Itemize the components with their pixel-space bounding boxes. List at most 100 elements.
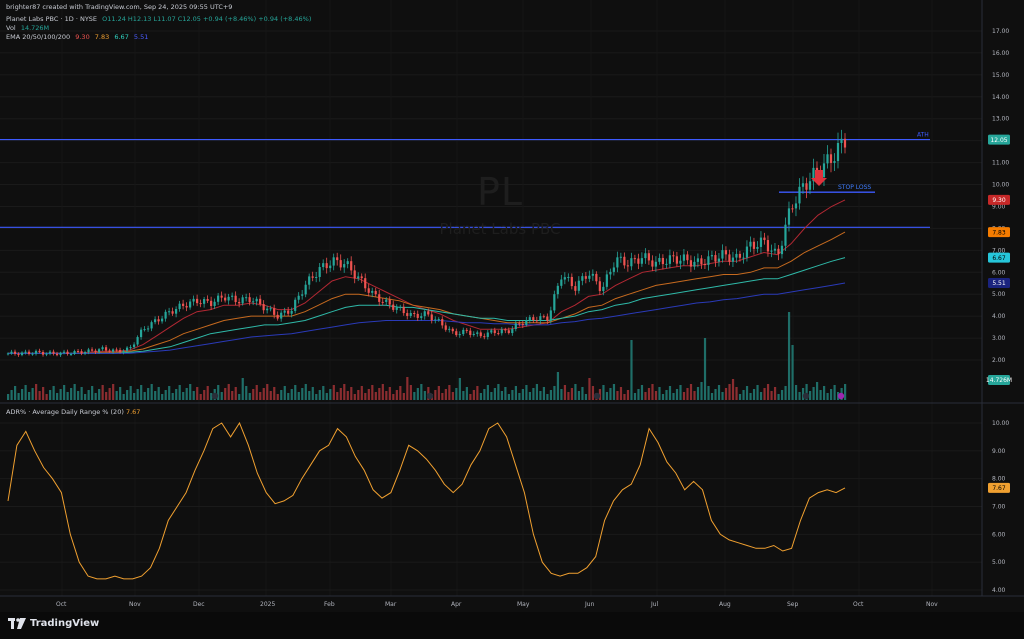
volume-bar xyxy=(696,387,700,400)
candle-body xyxy=(504,329,507,331)
volume-bar xyxy=(728,384,731,400)
candle-body xyxy=(567,276,570,278)
volume-bar xyxy=(637,389,640,400)
volume-bar xyxy=(406,377,409,400)
candle-body xyxy=(679,260,682,264)
candle-body xyxy=(539,316,542,321)
candle-body xyxy=(780,245,784,255)
candle-body xyxy=(248,297,251,303)
volume-bar xyxy=(154,391,157,400)
candle-body xyxy=(808,181,812,190)
candle-body xyxy=(479,332,482,337)
volume-bar xyxy=(59,389,62,400)
candle-body xyxy=(69,353,73,355)
candle-body xyxy=(304,284,307,295)
candle-body xyxy=(10,351,13,354)
adr-legend[interactable]: ADR% · Average Daily Range % (20) 7.67 xyxy=(6,408,140,416)
candle-body xyxy=(591,273,594,276)
candle-body xyxy=(542,316,545,318)
volume-bar xyxy=(192,391,195,400)
candle-body xyxy=(651,260,654,267)
volume-bar xyxy=(609,388,612,400)
volume-legend[interactable]: Vol 14.726M xyxy=(6,24,52,32)
volume-bar xyxy=(616,391,619,400)
candle-body xyxy=(514,323,517,330)
volume-bar xyxy=(521,389,525,400)
candle-body xyxy=(388,299,391,305)
volume-legend-value: 14.726M xyxy=(20,24,50,32)
volume-bar xyxy=(665,390,668,400)
adr-tag: 7.67 xyxy=(992,485,1006,492)
price-axis-label: 3.00 xyxy=(992,335,1006,342)
volume-bar xyxy=(115,391,118,400)
price-axis-label: 6.00 xyxy=(992,269,1006,276)
volume-bar xyxy=(490,392,493,400)
last-price-tag: 12.05 xyxy=(990,137,1007,144)
candle-body xyxy=(87,349,90,353)
volume-bar xyxy=(10,390,13,400)
candle-body xyxy=(777,248,780,255)
candle-body xyxy=(798,186,801,204)
volume-bar xyxy=(14,386,17,400)
candle-body xyxy=(196,298,199,304)
candle-body xyxy=(623,256,626,266)
candle-body xyxy=(115,349,118,351)
volume-bar xyxy=(441,393,444,400)
chart-canvas[interactable]: 17.0016.0015.0014.0013.0012.0011.0010.00… xyxy=(0,0,1024,612)
volume-bar xyxy=(602,385,605,400)
candle-body xyxy=(192,298,195,302)
volume-bar xyxy=(108,388,111,400)
volume-bar xyxy=(784,386,787,400)
candle-body xyxy=(160,318,164,322)
time-axis-label: Mar xyxy=(385,601,397,608)
candle-body xyxy=(553,294,556,311)
candle-body xyxy=(385,299,388,302)
candle-body xyxy=(822,163,826,178)
volume-bar xyxy=(819,390,822,400)
volume-bar xyxy=(24,385,27,400)
candle-body xyxy=(378,294,381,302)
adr-axis-label: 9.00 xyxy=(992,448,1006,455)
candle-body xyxy=(714,255,717,262)
tradingview-logo[interactable]: TradingView xyxy=(8,618,99,629)
candle-body xyxy=(245,297,248,299)
symbol-title[interactable]: Planet Labs PBC · 1D · NYSE xyxy=(6,15,98,23)
candle-body xyxy=(637,258,640,264)
volume-tag: 14.726M xyxy=(986,377,1012,384)
candle-body xyxy=(111,349,115,352)
candle-body xyxy=(283,310,286,313)
volume-bar xyxy=(346,391,349,400)
candle-body xyxy=(472,333,475,335)
volume-bar xyxy=(409,385,412,400)
volume-bar xyxy=(311,387,314,400)
candle-body xyxy=(259,298,262,305)
candle-body xyxy=(406,313,409,316)
price-tags: 12.05 9.30 7.83 6.67 5.51 14.726M 7.67 xyxy=(986,134,1012,493)
candle-body xyxy=(686,254,689,261)
red-arrow-icon xyxy=(811,170,827,186)
ema-legend[interactable]: EMA 20/50/100/200 9.30 7.83 6.67 5.51 xyxy=(6,33,151,41)
volume-bar xyxy=(497,384,500,400)
time-axis-label: Nov xyxy=(926,601,938,608)
candle-body xyxy=(581,276,584,281)
volume-bar xyxy=(682,392,686,400)
volume-bar xyxy=(150,384,153,400)
candle-body xyxy=(577,280,580,291)
candle-body xyxy=(13,351,17,354)
volume-bar xyxy=(381,384,384,400)
time-axis-label: Jul xyxy=(650,601,659,608)
volume-bar xyxy=(262,388,265,400)
volume-bar xyxy=(724,388,728,400)
volume-bar xyxy=(623,394,626,400)
candle-body xyxy=(132,344,136,348)
volume-bar xyxy=(168,386,171,400)
candle-body xyxy=(199,303,202,305)
volume-bar xyxy=(605,392,609,400)
candle-body xyxy=(630,258,633,267)
volume-bar xyxy=(276,394,279,400)
time-axis-label: 2025 xyxy=(260,601,275,608)
candle-body xyxy=(101,347,104,350)
volume-bar xyxy=(234,387,237,400)
volume-bar xyxy=(514,386,518,400)
symbol-legend[interactable]: Planet Labs PBC · 1D · NYSE O11.24 H12.1… xyxy=(6,15,314,23)
